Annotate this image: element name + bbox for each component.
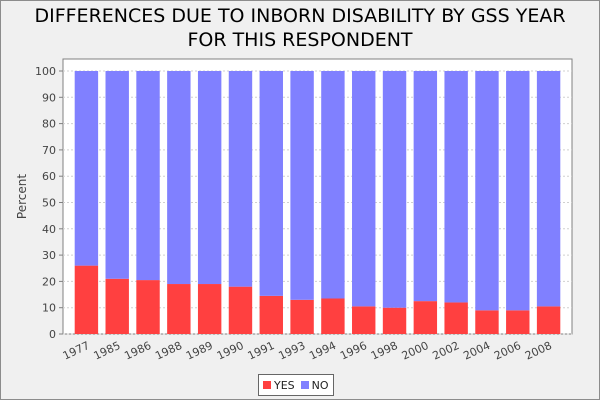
x-tick-label-1998: 1998 (369, 339, 400, 363)
bars (74, 71, 561, 334)
bar-no-1993 (290, 71, 314, 300)
bar-yes-1986 (136, 280, 160, 334)
bar-yes-1996 (352, 306, 376, 334)
bar-yes-1991 (259, 295, 283, 334)
legend-swatch-no (300, 381, 309, 389)
x-tick-label-1993: 1993 (276, 339, 307, 363)
bar-yes-1977 (74, 265, 99, 334)
y-tick-label-0: 0 (49, 328, 56, 341)
legend-item-yes: YES (263, 379, 295, 392)
legend-label-yes: YES (274, 378, 295, 392)
bar-no-1977 (74, 71, 99, 266)
bar-no-2006 (506, 71, 530, 311)
x-tick-label-1977: 1977 (61, 339, 92, 363)
x-tick-label-2006: 2006 (492, 339, 523, 363)
bar-yes-1993 (290, 299, 314, 334)
bar-no-1998 (382, 71, 407, 308)
x-tick-label-1994: 1994 (307, 339, 338, 363)
bar-no-1985 (105, 71, 129, 279)
legend-label-no: NO (311, 378, 329, 392)
bar-no-2008 (536, 71, 561, 307)
legend: YES NO (258, 374, 334, 396)
bar-no-1994 (321, 71, 345, 299)
y-tick-label-80: 80 (42, 118, 56, 131)
bar-no-1986 (136, 71, 160, 281)
x-tick-label-2002: 2002 (431, 339, 462, 363)
x-tick-label-2000: 2000 (400, 339, 431, 363)
y-tick-label-70: 70 (42, 144, 56, 157)
bar-yes-1998 (382, 307, 407, 334)
x-tick-label-1985: 1985 (92, 339, 123, 363)
bar-yes-1988 (167, 284, 191, 334)
x-tick-label-1996: 1996 (338, 339, 369, 363)
y-tick-label-40: 40 (42, 223, 56, 236)
legend-swatch-yes (263, 381, 271, 389)
bar-no-2004 (475, 71, 499, 311)
y-tick-label-30: 30 (42, 249, 56, 262)
bar-yes-1985 (105, 278, 129, 334)
x-tick-label-1988: 1988 (153, 339, 184, 363)
legend-item-no: NO (300, 378, 329, 392)
y-tick-label-50: 50 (42, 197, 56, 210)
y-tick-label-90: 90 (42, 91, 56, 104)
bar-yes-1994 (321, 298, 345, 334)
chart-title: DIFFERENCES DUE TO INBORN DISABILITY BY … (34, 5, 566, 51)
x-tick-label-1989: 1989 (184, 339, 215, 363)
y-tick-label-60: 60 (42, 170, 56, 183)
y-tick-label-20: 20 (42, 275, 56, 288)
bar-no-1990 (228, 71, 253, 287)
x-tick-label-2008: 2008 (523, 339, 554, 363)
y-axis-title: Percent (15, 174, 29, 219)
x-tick-label-2004: 2004 (461, 339, 492, 363)
bar-yes-1990 (228, 286, 253, 334)
x-tick-label-1990: 1990 (215, 339, 246, 363)
bar-yes-2000 (413, 301, 438, 334)
bar-no-2000 (413, 71, 438, 302)
bar-no-2002 (444, 71, 468, 303)
bar-no-1991 (259, 71, 283, 296)
bar-no-1996 (352, 71, 376, 307)
bar-yes-2006 (506, 310, 530, 334)
bar-yes-2008 (536, 306, 561, 334)
bar-yes-2004 (475, 310, 499, 334)
x-tick-label-1986: 1986 (122, 339, 153, 363)
x-tick-label-1991: 1991 (246, 339, 277, 363)
bar-no-1988 (167, 71, 191, 285)
y-tick-label-10: 10 (42, 302, 56, 315)
bar-yes-2002 (444, 302, 468, 334)
y-tick-label-100: 100 (35, 65, 56, 78)
bar-yes-1989 (197, 284, 222, 334)
bar-no-1989 (197, 71, 222, 285)
